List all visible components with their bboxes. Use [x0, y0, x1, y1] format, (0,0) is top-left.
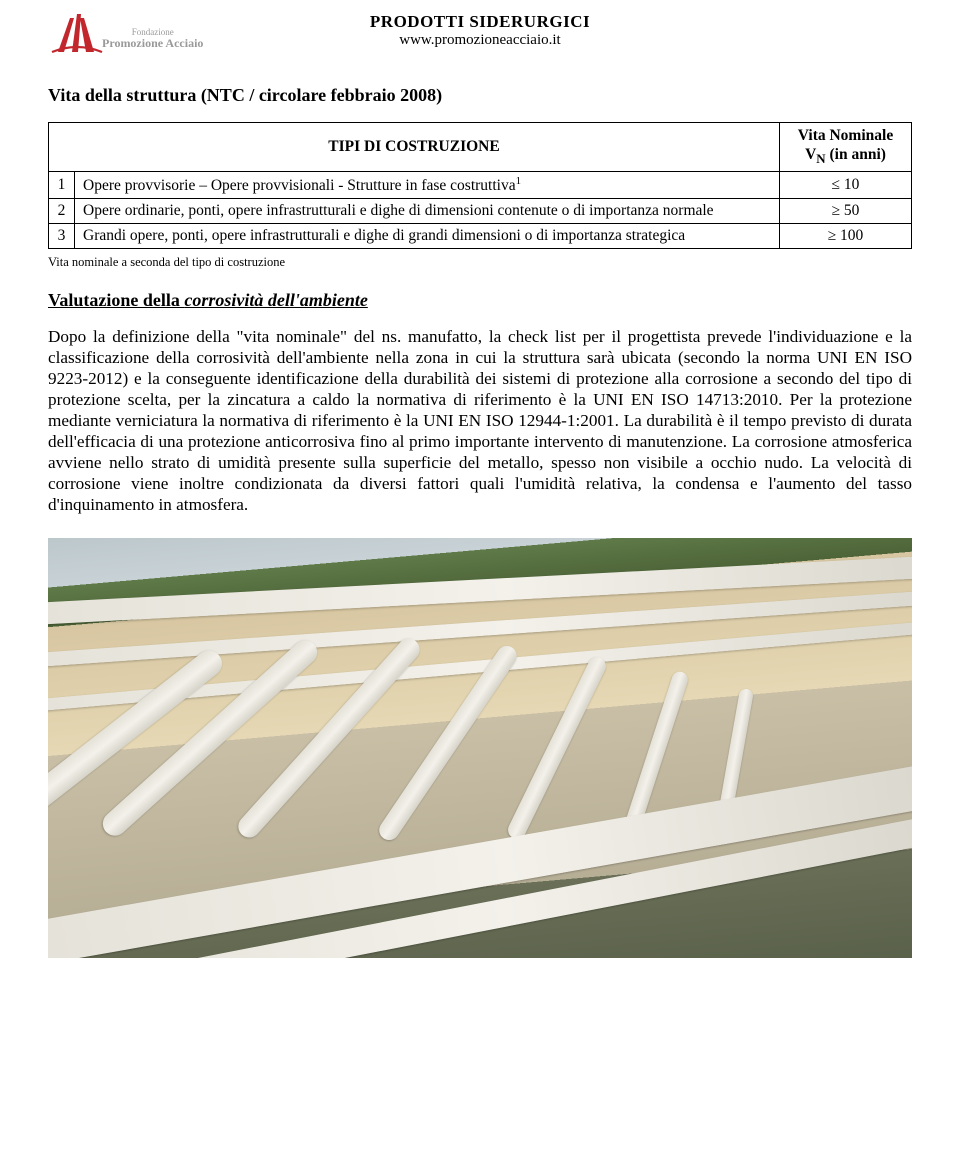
- logo-mark-icon: [48, 12, 106, 56]
- vn-sub: N: [816, 151, 825, 166]
- row-vn: ≥ 100: [780, 223, 912, 248]
- row-index: 1: [49, 171, 75, 198]
- section-title-vita: Vita della struttura (NTC / circolare fe…: [48, 85, 912, 106]
- vn-line2-tail: (in anni): [826, 146, 886, 163]
- row-desc: Opere provvisorie – Opere provvisionali …: [75, 171, 780, 198]
- desc-sup: 1: [516, 175, 521, 187]
- row-desc: Opere ordinarie, ponti, opere infrastrut…: [75, 198, 780, 223]
- section-title-corrosivita: Valutazione della corrosività dell'ambie…: [48, 290, 912, 311]
- row-index: 3: [49, 223, 75, 248]
- table-row: 1 Opere provvisorie – Opere provvisional…: [49, 171, 912, 198]
- row-index: 2: [49, 198, 75, 223]
- vn-line1: Vita Nominale: [798, 127, 893, 144]
- table-caption: Vita nominale a seconda del tipo di cost…: [48, 255, 912, 270]
- table-row: 3 Grandi opere, ponti, opere infrastrutt…: [49, 223, 912, 248]
- structure-photo: [48, 538, 912, 958]
- row-vn: ≤ 10: [780, 171, 912, 198]
- brand-logo: Fondazione Promozione Acciaio: [48, 12, 207, 56]
- construction-types-table: TIPI DI COSTRUZIONE Vita Nominale VN (in…: [48, 122, 912, 249]
- logo-brand: Promozione Acciaio: [102, 37, 203, 50]
- vn-line2: V: [805, 146, 816, 163]
- row-vn: ≥ 50: [780, 198, 912, 223]
- table-header-row: TIPI DI COSTRUZIONE Vita Nominale VN (in…: [49, 123, 912, 172]
- logo-text: Fondazione Promozione Acciaio: [102, 28, 203, 50]
- body-paragraph: Dopo la definizione della "vita nominale…: [48, 327, 912, 516]
- row-desc: Grandi opere, ponti, opere infrastruttur…: [75, 223, 780, 248]
- title2-a: Valutazione della: [48, 290, 184, 310]
- table-row: 2 Opere ordinarie, ponti, opere infrastr…: [49, 198, 912, 223]
- page-header: Fondazione Promozione Acciaio PRODOTTI S…: [48, 12, 912, 49]
- table-header-main: TIPI DI COSTRUZIONE: [49, 123, 780, 172]
- desc-text: Opere provvisorie – Opere provvisionali …: [83, 177, 516, 194]
- title2-b: corrosività dell'ambiente: [184, 290, 367, 310]
- table-header-vn: Vita Nominale VN (in anni): [780, 123, 912, 172]
